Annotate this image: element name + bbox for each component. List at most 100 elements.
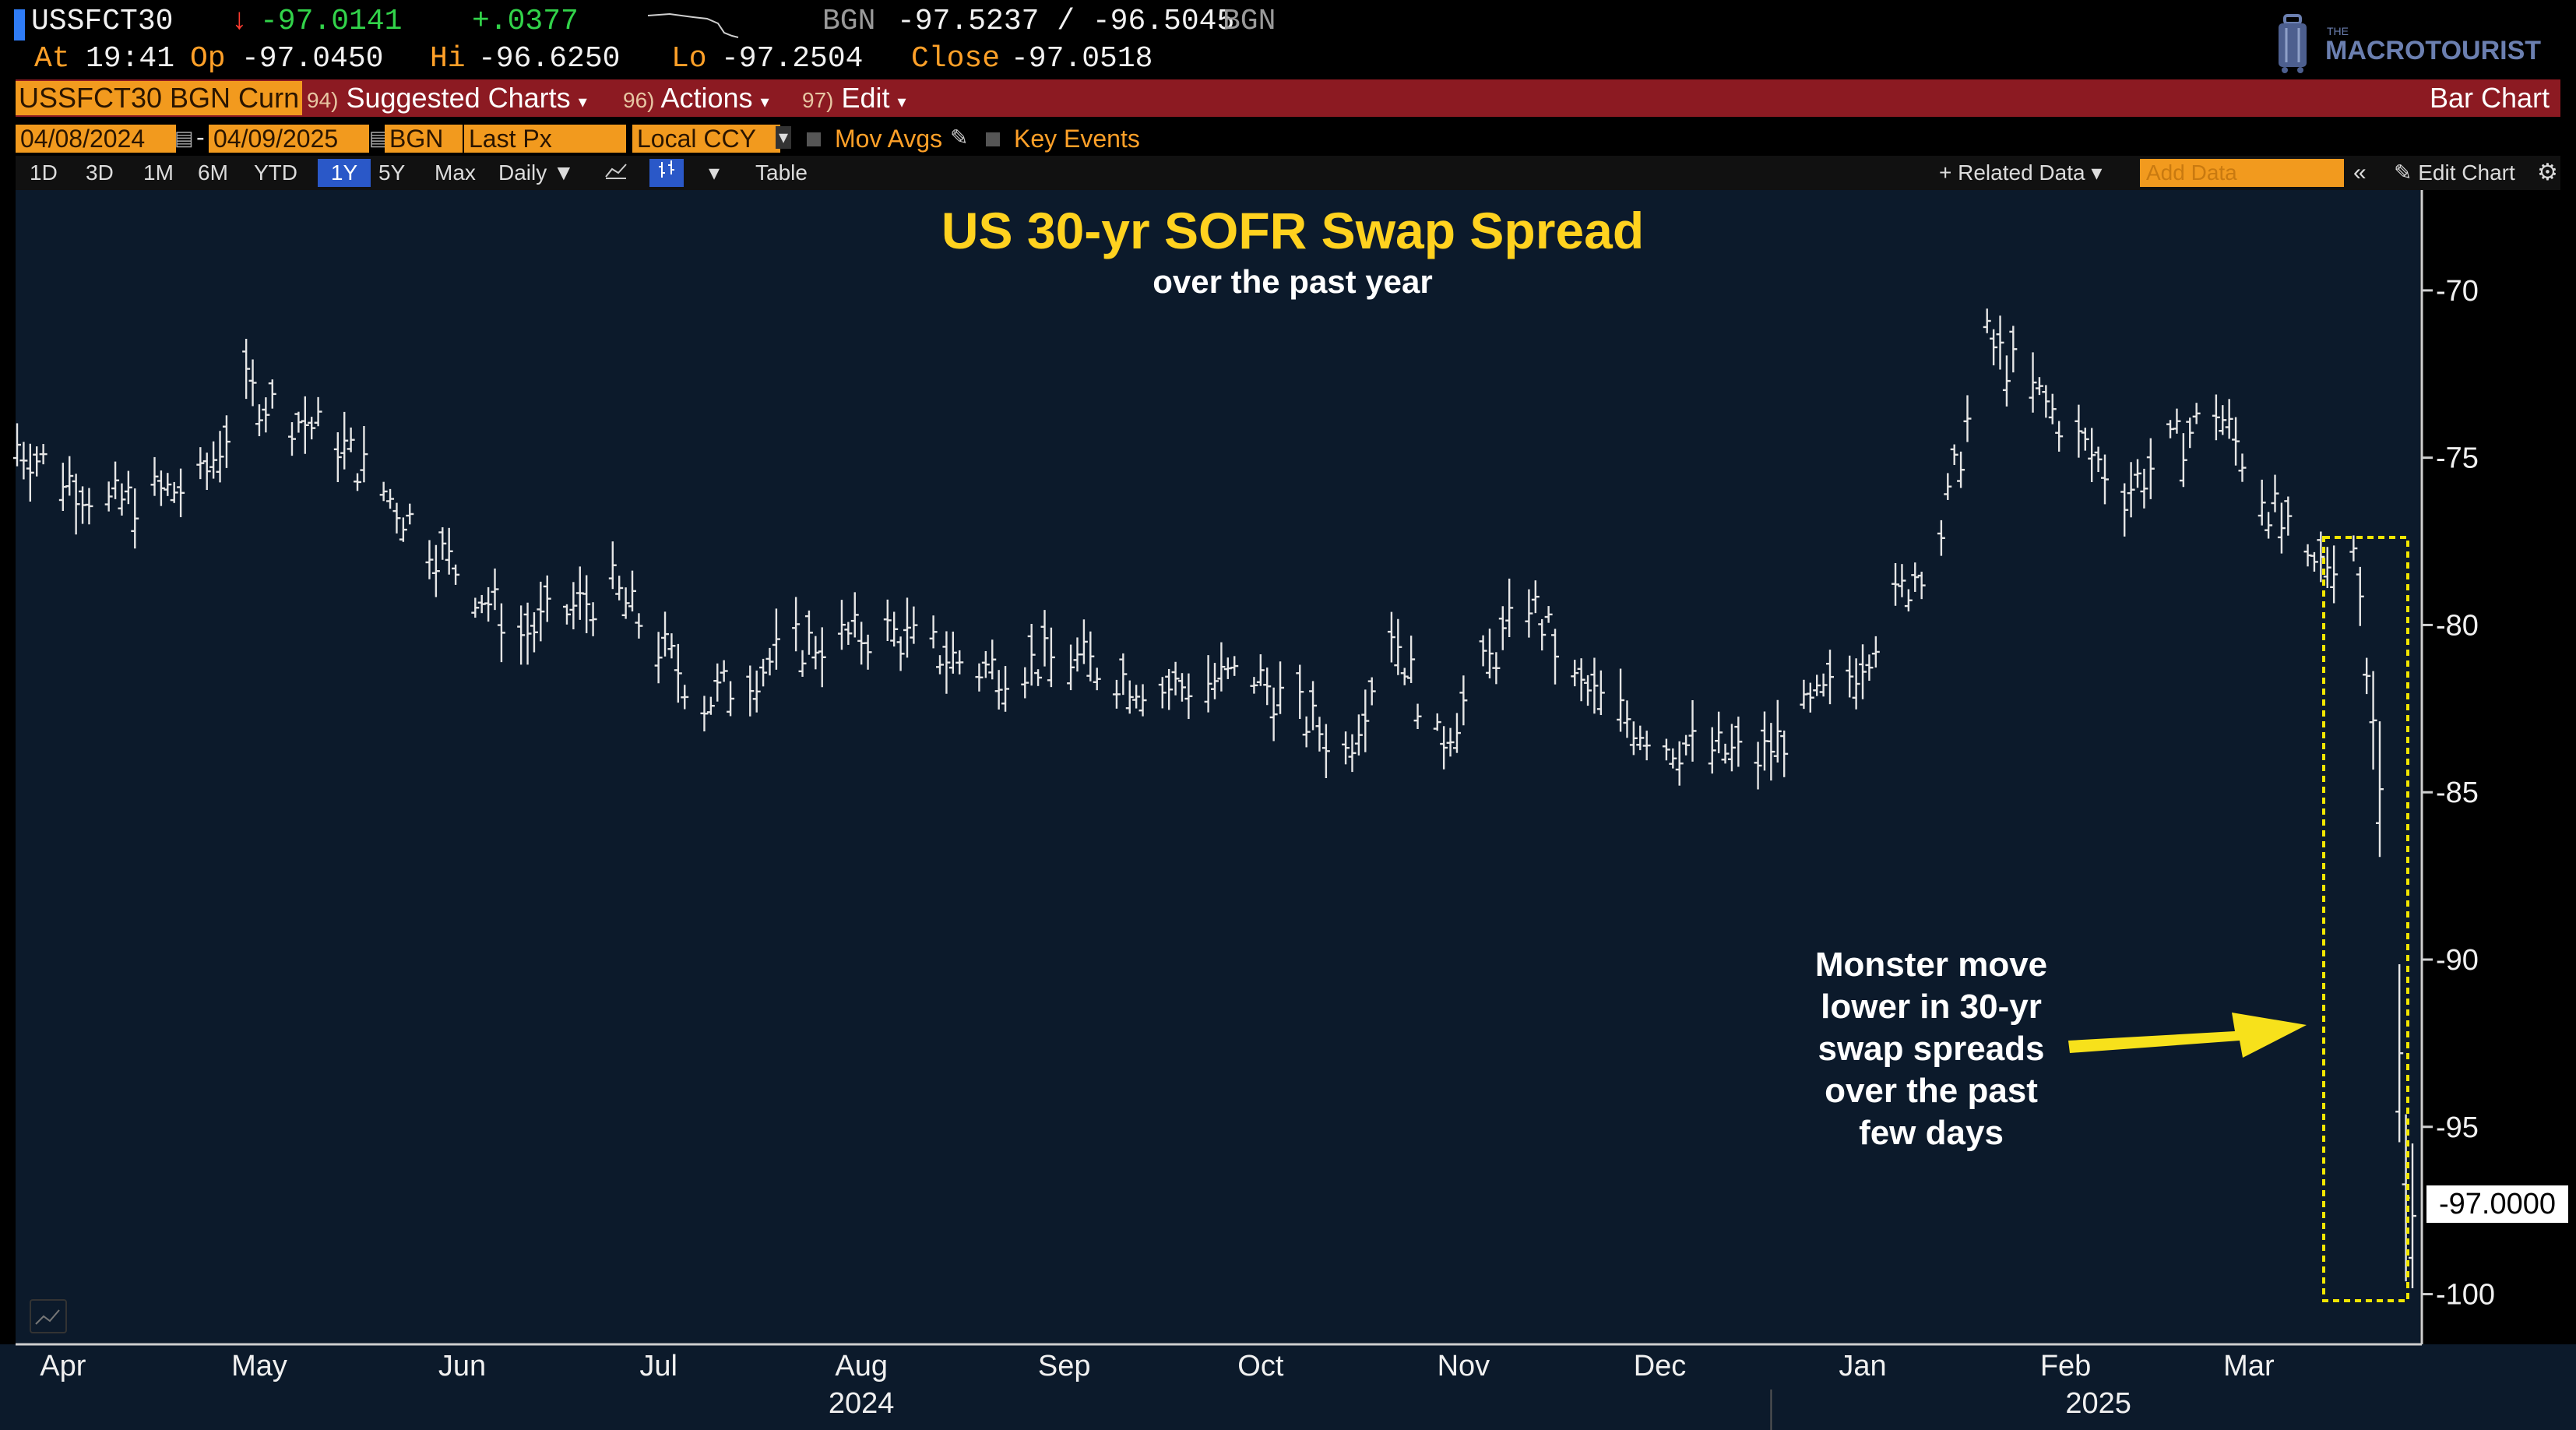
edit-menu[interactable]: 97) Edit ▾: [802, 81, 906, 115]
chevron-down-icon: ▾: [760, 92, 769, 111]
period-button-1d[interactable]: 1D: [30, 160, 58, 185]
suggested-num: 94): [307, 88, 339, 112]
actions-label: Actions: [660, 82, 753, 114]
chevron-down-icon[interactable]: ▾: [709, 160, 720, 185]
close-label: Close: [911, 42, 1001, 76]
pencil-icon[interactable]: ✎: [950, 125, 969, 150]
security-field[interactable]: USSFCT30 BGN Curn: [16, 81, 303, 115]
x-tick-label: Dec: [1634, 1350, 1687, 1382]
y-tick-label: -90: [2436, 944, 2479, 977]
high-value: -96.6250: [478, 42, 621, 76]
mov-avgs-checkbox[interactable]: [807, 132, 821, 146]
y-tick-label: -95: [2436, 1111, 2479, 1144]
add-data-input[interactable]: Add Data: [2140, 159, 2344, 187]
annotation-line: over the past: [1825, 1072, 2038, 1110]
quote-source-2: BGN: [1223, 5, 1276, 38]
chevron-down-icon: ▼: [553, 160, 575, 185]
chevron-down-icon: ▾: [897, 92, 906, 111]
price-bars: [13, 308, 2416, 1289]
chevron-down-icon[interactable]: ▾: [776, 126, 792, 149]
chart-settings-row: 04/08/2024 ▤ - 04/09/2025 ▤ BGN Last Px …: [16, 123, 2560, 154]
annotation-line: Monster move: [1814, 946, 2048, 984]
chart-thumbnail-icon[interactable]: [30, 1299, 67, 1333]
x-tick-label: Nov: [1438, 1350, 1490, 1382]
x-year-label: 2025: [2065, 1387, 2131, 1420]
period-button-max[interactable]: Max: [435, 160, 476, 185]
annotation-line: swap spreads: [1818, 1030, 2045, 1068]
key-events-checkbox[interactable]: [986, 132, 1000, 146]
quote-time: 19:41: [86, 42, 175, 76]
chevron-down-icon: ▾: [2091, 160, 2103, 185]
frequency-dropdown[interactable]: Daily ▼: [492, 159, 581, 187]
suitcase-icon: [2279, 14, 2307, 73]
bid-ask: -97.5237 / -96.5045: [897, 5, 1235, 38]
chevron-down-icon: ▾: [578, 92, 587, 111]
currency-field[interactable]: Local CCY: [632, 125, 780, 153]
edit-label: Edit: [841, 82, 890, 114]
open-label: Op: [190, 42, 226, 76]
key-events-label: Key Events: [1014, 125, 1140, 153]
period-button-5y[interactable]: 5Y: [378, 160, 406, 185]
x-tick-label: Aug: [835, 1350, 888, 1382]
actions-num: 96): [623, 88, 655, 112]
y-tick-label: -80: [2436, 609, 2479, 642]
period-button-1m[interactable]: 1M: [143, 160, 174, 185]
calendar-icon[interactable]: ▤: [174, 126, 194, 150]
table-button[interactable]: Table: [755, 160, 808, 185]
actions-menu[interactable]: 96) Actions ▾: [623, 81, 769, 115]
ticker-marker: [14, 9, 25, 41]
x-tick-label: May: [231, 1350, 287, 1382]
y-tick-label: -85: [2436, 777, 2479, 809]
annotation-line: few days: [1859, 1114, 2004, 1152]
x-tick-label: Mar: [2223, 1350, 2275, 1382]
x-year-label: 2024: [829, 1387, 895, 1420]
chart-type-label: Bar Chart: [2429, 82, 2550, 114]
related-data-button[interactable]: + Related Data ▾: [1933, 159, 2108, 187]
edit-chart-button[interactable]: ✎ Edit Chart: [2388, 159, 2521, 187]
logo-text: MACROTOURIST: [2325, 36, 2542, 65]
x-tick-label: Apr: [40, 1350, 86, 1382]
annotation-arrow: [2068, 1013, 2307, 1058]
down-arrow-icon: ↓: [231, 5, 248, 38]
bar-chart-icon[interactable]: [649, 159, 684, 187]
collapse-icon[interactable]: «: [2353, 160, 2367, 185]
period-button-3d[interactable]: 3D: [86, 160, 114, 185]
period-button-1y[interactable]: 1Y: [318, 159, 371, 187]
quote-source: BGN: [822, 5, 876, 38]
low-value: -97.2504: [721, 42, 864, 76]
start-date-field[interactable]: 04/08/2024: [16, 125, 176, 153]
close-value: -97.0518: [1011, 42, 1153, 76]
end-date-field[interactable]: 04/09/2025: [209, 125, 369, 153]
x-tick-label: Jul: [639, 1350, 677, 1382]
plot-background: [16, 190, 2420, 1344]
annotation-line: lower in 30-yr: [1821, 988, 2042, 1026]
source-field[interactable]: BGN: [385, 125, 463, 153]
line-chart-icon[interactable]: [598, 159, 634, 187]
macrotourist-logo: THE MACROTOURIST: [2274, 12, 2554, 75]
x-axis-background: [0, 1344, 2576, 1430]
related-data-label: + Related Data: [1939, 160, 2085, 185]
mov-avgs-label: Mov Avgs: [835, 125, 943, 153]
period-button-6m[interactable]: 6M: [198, 160, 228, 185]
gear-icon[interactable]: ⚙: [2537, 160, 2558, 185]
price-chart[interactable]: -70 -75 -80 -85 -90 -95 -100 Apr May Jun Jul Aug Se…: [0, 190, 2576, 1430]
x-tick-label: Jun: [438, 1350, 486, 1382]
suggested-label: Suggested Charts: [346, 82, 571, 114]
ticker-symbol[interactable]: USSFCT30: [31, 5, 174, 38]
price-field[interactable]: Last Px: [464, 125, 626, 153]
chart-annotation: Monster move lower in 30-yr swap spreads…: [1775, 944, 2087, 1154]
net-change: +.0377: [472, 5, 579, 38]
at-label: At: [34, 42, 70, 76]
ohlc-header: At 19:41 Op -97.0450 Hi -96.6250 Lo -97.…: [0, 41, 2576, 78]
x-tick-label: Jan: [1839, 1350, 1886, 1382]
x-tick-label: Oct: [1237, 1350, 1284, 1382]
period-button-ytd[interactable]: YTD: [254, 160, 297, 185]
suggested-charts-menu[interactable]: 94) Suggested Charts ▾: [307, 81, 587, 115]
edit-chart-label: Edit Chart: [2418, 160, 2515, 185]
y-tick-label: -75: [2436, 442, 2479, 475]
logo-small-text: THE: [2327, 25, 2349, 37]
y-tick-label: -70: [2436, 275, 2479, 308]
sparkline-icon: [647, 12, 739, 38]
highlight-box: [2322, 536, 2409, 1302]
chart-subtitle: over the past year: [1153, 263, 1433, 300]
